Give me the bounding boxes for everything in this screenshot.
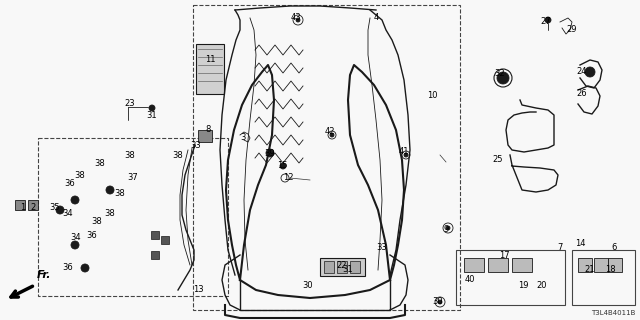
Text: 12: 12 xyxy=(283,173,293,182)
Bar xyxy=(151,231,159,239)
Text: 11: 11 xyxy=(205,55,215,65)
Text: 36: 36 xyxy=(86,231,97,241)
Text: 38: 38 xyxy=(95,158,106,167)
Text: 23: 23 xyxy=(125,99,135,108)
Bar xyxy=(28,200,38,210)
Text: 2: 2 xyxy=(30,204,36,212)
Text: 33: 33 xyxy=(376,243,387,252)
Text: 41: 41 xyxy=(399,148,409,156)
Circle shape xyxy=(71,241,79,249)
Text: 38: 38 xyxy=(173,151,184,161)
Text: 17: 17 xyxy=(499,251,509,260)
Text: 30: 30 xyxy=(303,281,314,290)
Bar xyxy=(608,258,622,272)
Circle shape xyxy=(71,196,79,204)
Text: 22: 22 xyxy=(337,260,348,269)
Text: 42: 42 xyxy=(324,127,335,137)
Text: 18: 18 xyxy=(605,266,615,275)
Text: 36: 36 xyxy=(65,179,76,188)
Bar xyxy=(572,250,635,305)
Circle shape xyxy=(266,149,274,157)
Circle shape xyxy=(438,300,442,304)
Text: 14: 14 xyxy=(575,238,585,247)
Text: 30: 30 xyxy=(433,298,444,307)
Circle shape xyxy=(106,186,114,194)
Bar xyxy=(38,138,228,296)
Text: 38: 38 xyxy=(115,188,125,197)
Text: 6: 6 xyxy=(611,244,617,252)
Text: 13: 13 xyxy=(193,285,204,294)
Circle shape xyxy=(56,206,64,214)
Text: 25: 25 xyxy=(493,156,503,164)
Bar xyxy=(512,258,532,272)
Bar xyxy=(320,258,365,276)
Text: 26: 26 xyxy=(577,90,588,99)
Text: 38: 38 xyxy=(92,218,102,227)
Text: 33: 33 xyxy=(191,140,202,149)
Bar xyxy=(456,250,565,305)
Text: 27: 27 xyxy=(541,18,551,27)
Text: 38: 38 xyxy=(104,209,115,218)
Text: 15: 15 xyxy=(276,162,287,171)
Circle shape xyxy=(296,18,300,22)
Text: 31: 31 xyxy=(342,266,353,275)
Bar xyxy=(464,258,484,272)
Circle shape xyxy=(330,133,334,137)
Text: 43: 43 xyxy=(291,13,301,22)
Circle shape xyxy=(81,264,89,272)
Text: 4: 4 xyxy=(373,13,379,22)
Circle shape xyxy=(497,72,509,84)
Text: 32: 32 xyxy=(495,69,506,78)
Text: 1: 1 xyxy=(20,204,26,212)
Bar xyxy=(151,251,159,259)
Text: 9: 9 xyxy=(444,226,449,235)
Circle shape xyxy=(280,163,286,169)
Bar xyxy=(488,258,508,272)
Text: 3: 3 xyxy=(240,133,246,142)
Text: 8: 8 xyxy=(205,125,211,134)
Text: 36: 36 xyxy=(63,263,74,273)
Text: 35: 35 xyxy=(50,203,60,212)
Circle shape xyxy=(585,67,595,77)
Text: 31: 31 xyxy=(147,111,157,121)
Circle shape xyxy=(545,17,551,23)
Bar xyxy=(15,200,25,210)
Circle shape xyxy=(404,153,408,157)
Text: 40: 40 xyxy=(465,276,476,284)
Text: 7: 7 xyxy=(557,244,563,252)
Text: 24: 24 xyxy=(577,68,588,76)
Bar xyxy=(196,44,224,94)
Bar xyxy=(324,261,334,273)
Bar xyxy=(161,236,169,244)
Text: 34: 34 xyxy=(70,233,81,242)
Bar xyxy=(193,5,460,310)
Text: Fr.: Fr. xyxy=(37,270,51,280)
Text: 10: 10 xyxy=(427,91,437,100)
Text: 34: 34 xyxy=(63,209,74,218)
Text: 29: 29 xyxy=(567,26,577,35)
Circle shape xyxy=(149,105,155,111)
Bar xyxy=(350,261,360,273)
Text: 21: 21 xyxy=(585,266,595,275)
Bar xyxy=(198,130,212,142)
Text: 19: 19 xyxy=(518,281,528,290)
Text: 37: 37 xyxy=(127,173,138,182)
Text: 38: 38 xyxy=(75,171,85,180)
Text: 20: 20 xyxy=(537,281,547,290)
Circle shape xyxy=(446,226,450,230)
Text: T3L4B4011B: T3L4B4011B xyxy=(591,310,635,316)
Text: 38: 38 xyxy=(125,150,136,159)
Text: 39: 39 xyxy=(265,148,275,157)
Bar xyxy=(337,261,347,273)
Bar xyxy=(578,258,592,272)
Bar xyxy=(594,258,608,272)
